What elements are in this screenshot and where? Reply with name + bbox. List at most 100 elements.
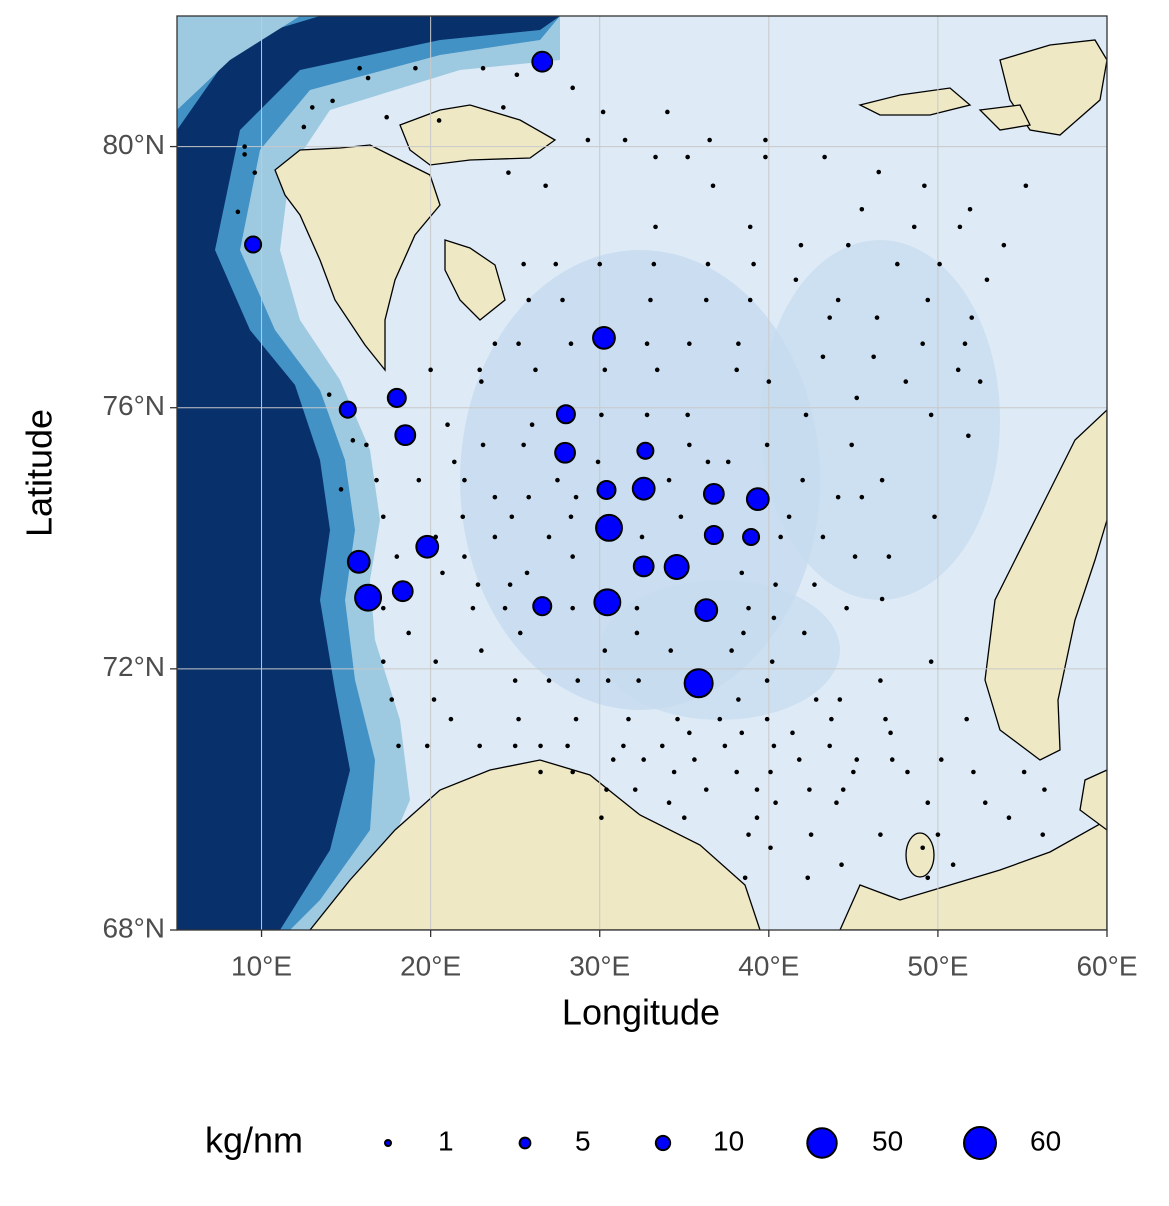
station-dot	[820, 354, 826, 360]
station-dot	[878, 678, 883, 683]
station-dot	[543, 183, 548, 189]
station-dot	[773, 800, 778, 805]
catch-bubble	[531, 50, 554, 73]
station-dot	[754, 815, 760, 821]
station-dot	[600, 109, 606, 115]
station-dot	[790, 730, 795, 736]
station-dot	[452, 459, 457, 465]
station-dot	[925, 297, 931, 303]
station-dot	[634, 605, 640, 611]
station-dot	[301, 124, 307, 130]
station-dot	[742, 875, 748, 881]
station-dot	[526, 297, 532, 303]
station-dot	[845, 242, 851, 248]
station-dot	[807, 787, 812, 792]
catch-bubble	[386, 387, 407, 408]
station-dot	[911, 224, 917, 230]
station-dot	[424, 743, 430, 749]
station-dot	[687, 341, 692, 347]
station-dot	[416, 477, 422, 483]
catch-bubble	[346, 549, 371, 574]
station-dot	[462, 554, 467, 559]
station-dot	[605, 678, 611, 683]
station-dot	[834, 800, 839, 805]
station-dot	[839, 862, 844, 868]
station-dot	[802, 630, 807, 636]
station-dot	[955, 367, 961, 373]
station-dot	[883, 716, 888, 722]
y-tick-label: 80°N	[102, 129, 165, 160]
station-dot	[477, 367, 482, 373]
station-dot	[639, 534, 645, 540]
station-dot	[394, 554, 400, 559]
station-dot	[1042, 787, 1047, 792]
station-dot	[925, 875, 931, 881]
station-dot	[364, 442, 369, 448]
station-dot	[396, 743, 401, 749]
station-dot	[653, 224, 658, 230]
legend-key	[963, 1126, 997, 1160]
station-dot	[769, 659, 775, 664]
station-dot	[764, 442, 770, 448]
station-dot	[575, 678, 581, 683]
station-dot	[685, 154, 690, 160]
station-dot	[678, 514, 684, 520]
station-dot	[610, 757, 616, 762]
station-dot	[431, 697, 437, 702]
station-dot	[768, 845, 773, 851]
station-dot	[928, 412, 934, 418]
station-dot	[477, 743, 482, 749]
station-dot	[644, 412, 650, 418]
station-dot	[967, 206, 973, 212]
station-dot	[966, 433, 971, 439]
station-dot	[568, 514, 574, 520]
station-dot	[470, 605, 476, 611]
station-dot	[599, 412, 604, 418]
station-dot	[585, 137, 591, 143]
station-dot	[705, 459, 711, 465]
station-dot	[925, 800, 931, 805]
station-dot	[812, 582, 817, 587]
station-dot	[938, 757, 944, 762]
catch-bubble	[595, 513, 623, 542]
legend-title: kg/nm	[205, 1120, 303, 1161]
station-dot	[763, 137, 768, 143]
catch-bubble	[632, 555, 655, 578]
station-dot	[492, 534, 498, 540]
legend-label: 1	[438, 1125, 454, 1156]
station-dot	[632, 787, 638, 792]
station-dot	[602, 648, 608, 653]
station-dot	[492, 494, 498, 500]
station-dot	[822, 154, 827, 160]
station-dot	[636, 678, 641, 683]
station-dot	[538, 743, 543, 749]
station-dot	[526, 494, 532, 500]
station-dot	[374, 477, 379, 483]
catch-bubble	[391, 580, 414, 603]
station-dot	[829, 716, 834, 722]
station-dot	[800, 477, 805, 483]
station-dot	[1040, 832, 1046, 837]
x-tick-label: 40°E	[738, 950, 799, 981]
station-dot	[705, 261, 711, 267]
station-dot	[920, 341, 925, 347]
station-dot	[736, 341, 741, 347]
station-dot	[739, 570, 745, 576]
station-dot	[242, 152, 247, 157]
station-dot	[521, 442, 526, 448]
catch-bubble	[694, 598, 719, 622]
station-dot	[389, 697, 395, 702]
legend-label: 50	[872, 1125, 903, 1156]
station-dot	[384, 114, 389, 120]
station-dot	[654, 367, 660, 373]
station-dot	[798, 242, 804, 248]
x-tick-label: 60°E	[1076, 950, 1137, 981]
station-dot	[644, 341, 650, 347]
station-dot	[475, 582, 481, 587]
station-dot	[1021, 769, 1027, 775]
catch-bubble	[415, 534, 440, 559]
legend-label: 5	[575, 1125, 591, 1156]
catch-bubble	[596, 479, 617, 500]
station-dot	[888, 730, 893, 736]
